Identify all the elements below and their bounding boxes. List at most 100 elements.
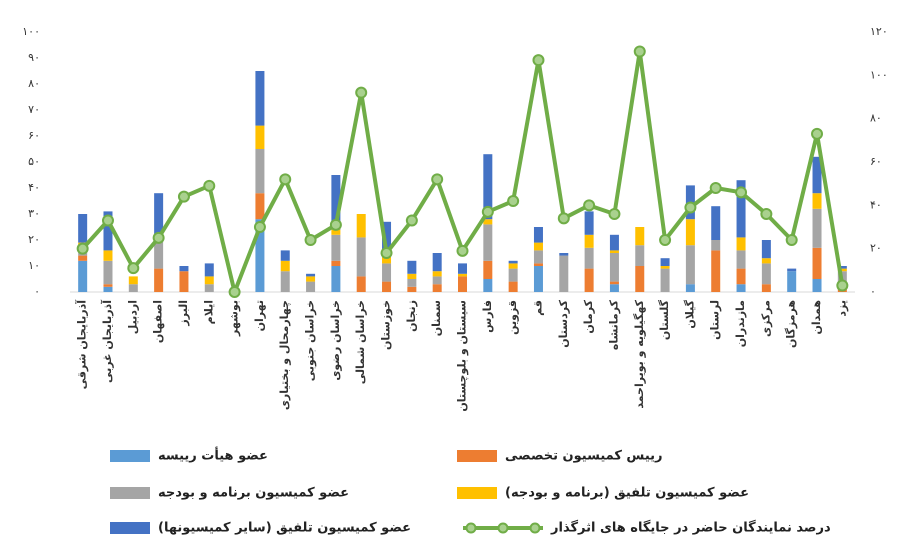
bar-segment [331,229,341,235]
x-tick-label: مرکزی [759,300,772,337]
bar-segment [584,247,594,269]
bar-segment [812,279,822,292]
y2-tick-label: ۲۰ [870,242,882,255]
bar-segment [255,193,265,220]
bar-segment [533,227,543,243]
legend-swatch [110,450,150,462]
line-marker [228,286,241,298]
x-tick-label: بوشهر [228,300,241,337]
x-tick-label: کهگیلویه و بویراحمد [633,299,646,408]
bar-segment [685,284,695,292]
bar-segment [103,260,113,285]
bar-segment [787,271,797,292]
x-tick-label: یزد [835,300,848,317]
x-tick-label: خراسان شمالی [354,300,367,384]
x-tick-label: سمنان [430,300,443,336]
bar-segment [660,268,670,292]
bar-segment [407,273,417,279]
bar-segment [635,245,645,266]
bar-segment [458,273,467,277]
bar-segment [204,263,214,277]
bar-segment [78,260,88,292]
bar-segment [128,276,138,285]
x-tick-label: کرمان [582,299,595,333]
bar-segment [255,71,265,126]
bar-segment [508,260,518,264]
line-marker [760,208,773,220]
line-marker [557,212,570,225]
y2-tick-label: ۶۰ [870,155,882,168]
bar-segment [103,211,113,251]
x-tick-label: خراسان رضوی [329,300,342,381]
bar-segment [356,214,366,238]
bar-segment [660,258,670,266]
bar-segment [103,250,113,261]
bar-segment [533,266,543,292]
bar-segment [685,245,695,285]
legend-swatch [110,487,150,499]
bar-segment [736,180,746,238]
bar-segment [255,149,265,194]
bar-segment [685,219,695,246]
bar-segment [331,175,341,230]
x-tick-label: فارس [481,300,494,333]
line-marker [253,221,266,233]
line-marker [127,262,140,275]
line-marker [633,45,646,58]
bar-segment [78,214,88,243]
bar-segment [78,255,88,261]
x-tick-label: هرمزگان [785,300,798,348]
y-tick-label: ۷۰ [28,103,40,116]
x-tick-label: کردستان [557,299,570,347]
bar-segment [204,284,214,292]
bar-segment [179,266,189,272]
bar-segment [407,279,417,287]
bar-segment [508,281,518,292]
y-tick-label: ۹۰ [28,51,40,64]
bar-segment [458,263,467,274]
y-tick-label: ۵۰ [28,155,40,168]
line-marker [583,199,596,212]
legend-swatch [457,450,497,462]
x-tick-label: کرمانشاه [607,299,620,350]
y-tick-label: ۳۰ [28,207,40,220]
bar-segment [609,284,619,292]
line-marker [101,214,114,227]
bar-segment [761,284,771,292]
bar-segment [128,284,138,292]
bar-segment [280,260,290,272]
bar-segment [432,284,442,292]
bar-segment [533,242,543,251]
bar-segment [736,237,746,251]
line-marker [532,54,545,67]
legend-label: رییس کمیسیون تخصصی [505,449,663,464]
bar-segment [660,266,670,269]
x-tick-label: گلستان [658,299,671,340]
bar-segment [837,268,847,272]
x-tick-label: قم [531,300,544,316]
legend-swatch [457,487,497,499]
line-marker [709,182,722,194]
x-tick-label: خراسان جنوبی [304,300,317,381]
bar-segment [154,193,164,240]
bar-segment [635,227,645,246]
bar-segment [154,240,164,269]
bar-segment [331,234,341,261]
line-marker [608,208,621,220]
bar-segment [812,208,822,248]
bar-segment [533,250,543,264]
bar-segment [533,263,543,266]
y-tick-label: ۰ [34,285,40,298]
bar-segment [559,253,569,256]
x-tick-label: البرز [177,300,190,327]
bar-segment [761,240,771,259]
bar-segment [483,224,493,261]
x-tick-label: اصفهان [152,300,165,343]
bar-segment [280,250,290,261]
bar-segment [356,237,366,277]
x-tick-label: سیستان و بلوچستان [456,300,469,412]
bar-segment [584,268,594,292]
x-tick-label: چهارمحال و بختیاری [278,300,291,410]
line-marker [380,247,393,259]
